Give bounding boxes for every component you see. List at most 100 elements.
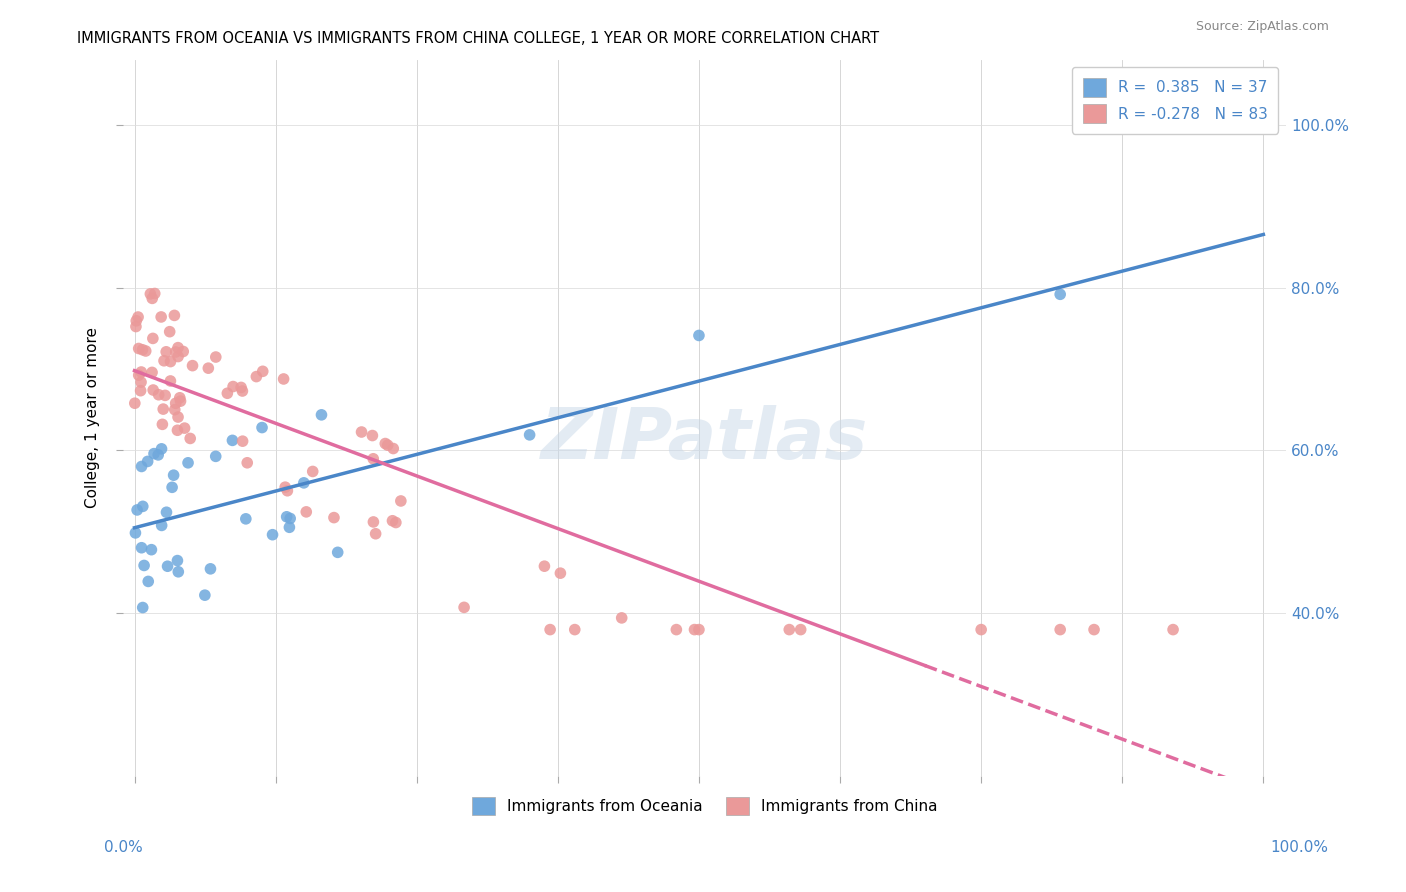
Point — [124, 525, 146, 540]
Point — [179, 432, 201, 446]
Point — [167, 341, 190, 355]
Point — [550, 566, 572, 581]
Point — [148, 448, 170, 462]
Point — [262, 527, 284, 541]
Point — [1083, 623, 1105, 637]
Point — [538, 623, 561, 637]
Point — [156, 559, 179, 574]
Point — [221, 434, 243, 448]
Point — [169, 391, 191, 405]
Point — [610, 611, 633, 625]
Point — [232, 434, 254, 449]
Point — [235, 512, 257, 526]
Point — [361, 428, 384, 442]
Point — [129, 384, 152, 398]
Point — [148, 388, 170, 402]
Point — [361, 451, 384, 466]
Point — [132, 600, 155, 615]
Point — [276, 483, 298, 498]
Point — [326, 545, 349, 559]
Point — [1049, 623, 1071, 637]
Point — [150, 442, 173, 456]
Point — [166, 553, 188, 567]
Text: 0.0%: 0.0% — [104, 840, 143, 855]
Point — [204, 350, 226, 364]
Point — [163, 402, 186, 417]
Point — [229, 380, 252, 394]
Point — [374, 436, 396, 450]
Point — [231, 384, 253, 398]
Point — [155, 344, 177, 359]
Text: IMMIGRANTS FROM OCEANIA VS IMMIGRANTS FROM CHINA COLLEGE, 1 YEAR OR MORE CORRELA: IMMIGRANTS FROM OCEANIA VS IMMIGRANTS FR… — [77, 31, 880, 46]
Text: ZIPatlas: ZIPatlas — [541, 405, 869, 474]
Text: Source: ZipAtlas.com: Source: ZipAtlas.com — [1195, 20, 1329, 33]
Point — [564, 623, 586, 637]
Legend: Immigrants from Oceania, Immigrants from China: Immigrants from Oceania, Immigrants from… — [461, 786, 948, 826]
Point — [150, 310, 173, 324]
Point — [150, 417, 173, 432]
Point — [970, 623, 993, 637]
Point — [125, 319, 148, 334]
Point — [533, 559, 555, 574]
Point — [250, 420, 273, 434]
Point — [159, 354, 181, 368]
Point — [519, 428, 541, 442]
Point — [160, 480, 183, 494]
Point — [364, 526, 387, 541]
Point — [1161, 623, 1184, 637]
Point — [150, 518, 173, 533]
Point — [382, 442, 405, 456]
Point — [128, 368, 150, 383]
Point — [155, 505, 177, 519]
Point — [292, 475, 315, 490]
Point — [162, 468, 184, 483]
Point — [177, 456, 200, 470]
Text: 100.0%: 100.0% — [1270, 840, 1329, 855]
Point — [278, 520, 301, 534]
Point — [152, 402, 174, 417]
Point — [204, 450, 226, 464]
Point — [688, 623, 710, 637]
Point — [311, 408, 333, 422]
Point — [172, 344, 194, 359]
Point — [381, 514, 404, 528]
Point — [252, 364, 274, 378]
Point — [301, 465, 323, 479]
Y-axis label: College, 1 year or more: College, 1 year or more — [86, 327, 100, 508]
Point — [688, 328, 710, 343]
Point — [197, 361, 219, 376]
Point — [129, 365, 152, 379]
Point — [167, 410, 190, 425]
Point — [165, 345, 187, 359]
Point — [135, 343, 157, 358]
Point — [143, 447, 166, 461]
Point — [350, 425, 373, 439]
Point — [273, 372, 295, 386]
Point — [163, 309, 186, 323]
Point — [665, 623, 688, 637]
Point — [141, 542, 163, 557]
Point — [142, 331, 165, 345]
Point — [124, 396, 146, 410]
Point — [143, 286, 166, 301]
Point — [165, 396, 187, 410]
Point — [173, 421, 195, 435]
Point — [167, 565, 190, 579]
Point — [132, 558, 155, 573]
Point — [131, 343, 153, 357]
Point — [159, 325, 181, 339]
Point — [385, 516, 408, 530]
Point — [127, 503, 149, 517]
Point — [323, 510, 346, 524]
Point — [136, 574, 159, 589]
Point — [142, 383, 165, 397]
Point — [125, 314, 148, 328]
Point — [141, 292, 163, 306]
Point — [131, 541, 153, 555]
Point — [159, 374, 181, 388]
Point — [128, 342, 150, 356]
Point — [789, 623, 811, 637]
Point — [127, 310, 149, 324]
Point — [166, 423, 188, 437]
Point — [236, 456, 259, 470]
